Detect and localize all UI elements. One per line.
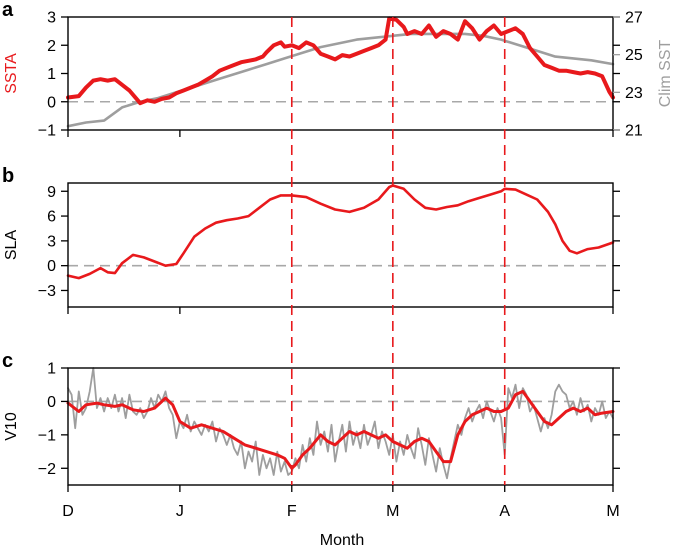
panel-letter: b <box>2 165 14 187</box>
x-tick-label: F <box>287 503 297 520</box>
x-tick-label: M <box>386 503 399 520</box>
x-tick-label: D <box>62 503 74 520</box>
y-tick-label: 2 <box>47 38 56 55</box>
y-axis-title: V10 <box>3 412 20 441</box>
y-tick-label: −3 <box>38 283 56 300</box>
right-tick-label: 27 <box>625 10 643 27</box>
y-axis-title: SSTA <box>3 53 20 94</box>
right-tick-label: 25 <box>625 47 643 64</box>
series-clim_sst <box>66 32 615 128</box>
y-tick-label: −2 <box>38 461 56 478</box>
y-tick-label: 0 <box>47 94 56 111</box>
right-tick-label: 23 <box>625 85 643 102</box>
panel-c: −2 −1 0 1 V10 c <box>2 350 620 492</box>
series-ssta <box>66 16 615 106</box>
right-axis-title: Clim SST <box>657 40 674 108</box>
y-tick-label: 3 <box>47 233 56 250</box>
y-tick-label: 3 <box>47 10 56 27</box>
x-tick-label: M <box>606 503 619 520</box>
y-tick-label: −1 <box>38 123 56 140</box>
y-tick-label: 0 <box>47 394 56 411</box>
event-lines <box>290 17 506 485</box>
panel-frame <box>67 16 614 131</box>
x-tick-label: A <box>499 503 510 520</box>
y-tick-label: 1 <box>47 361 56 378</box>
x-axis-title: Month <box>320 532 364 548</box>
y-tick-label: 0 <box>47 258 56 275</box>
y-tick-label: 9 <box>47 184 56 201</box>
panel-frame <box>67 367 614 486</box>
panel-b: −3 0 3 6 9 SLA b <box>2 165 620 314</box>
series-sla <box>66 184 615 280</box>
y-tick-label: 1 <box>47 66 56 83</box>
y-tick-label: 6 <box>47 209 56 226</box>
panel-letter: a <box>2 0 14 21</box>
series-v10_smooth <box>66 389 615 470</box>
panel-frame <box>67 182 614 308</box>
series-v10_raw <box>67 367 614 480</box>
panel-letter: c <box>2 350 13 372</box>
y-tick-label: −1 <box>38 427 56 444</box>
y-axis-title: SLA <box>3 230 20 261</box>
right-tick-label: 21 <box>625 123 643 140</box>
x-tick-label: J <box>176 503 184 520</box>
